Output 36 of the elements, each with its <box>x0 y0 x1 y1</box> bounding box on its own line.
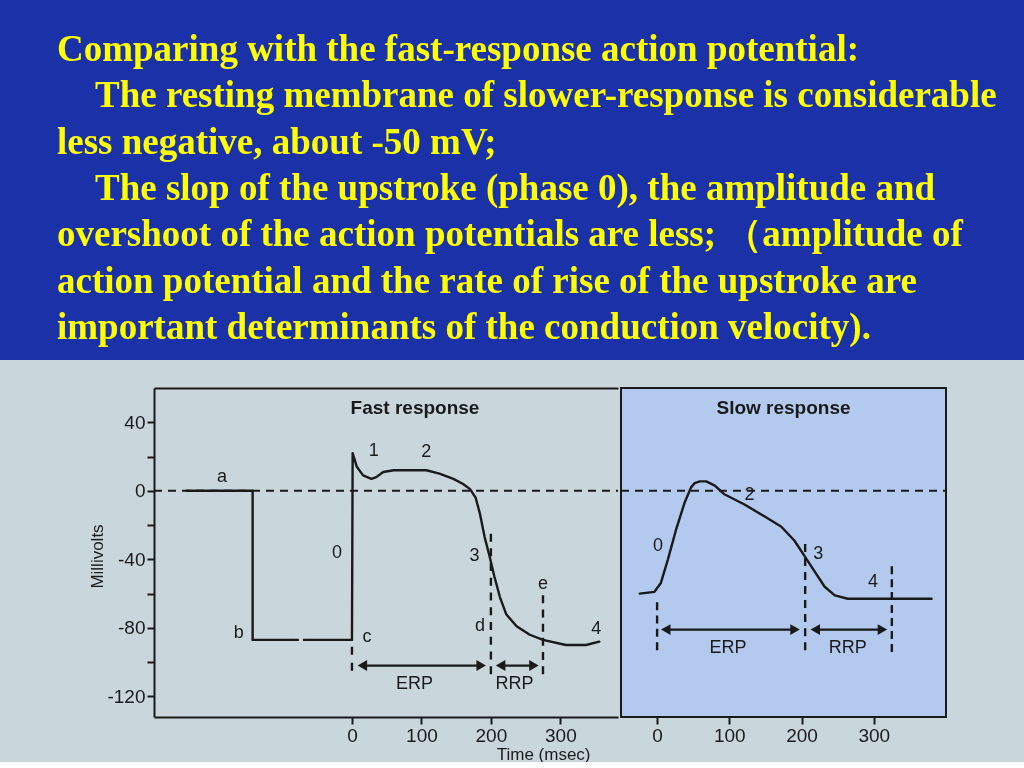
text: The slop of the upstroke (phase 0), the amplitude and overshoot of the action potentials are less; （amplitude of action potential and the rate of rise of the upstroke are important determinants of the conduction velocity). <box>57 166 964 348</box>
y-tick-label: -40 <box>118 548 146 570</box>
annotation: 1 <box>368 440 379 461</box>
annotation: e <box>537 573 548 594</box>
y-axis-title: Millivolts <box>87 524 107 589</box>
annotation: ERP <box>395 672 433 693</box>
x-tick-label: 0 <box>347 724 358 746</box>
x-tick-label: 100 <box>713 724 746 746</box>
annotation: RRP <box>495 672 534 693</box>
annotation: c <box>362 625 372 646</box>
text: Comparing with the fast-response action potential: <box>57 28 859 69</box>
x-tick-label: 0 <box>652 724 663 746</box>
annotation: 0 <box>331 541 342 562</box>
annotation: d <box>474 615 485 636</box>
annotation: 0 <box>652 535 663 556</box>
y-tick-label: -80 <box>118 617 146 639</box>
annotation: 4 <box>591 617 602 638</box>
chart-title: Fast response <box>350 397 480 418</box>
annotation: 3 <box>813 542 824 563</box>
x-tick-label: 200 <box>786 724 818 746</box>
annotation: a <box>217 465 229 486</box>
text: The resting membrane of slower-response is considerable less negative, about -50 mV; <box>57 74 997 162</box>
x-tick-label: 100 <box>406 724 438 746</box>
annotation: 3 <box>469 544 480 565</box>
text: Slow response <box>716 397 851 418</box>
y-tick-label: 40 <box>124 411 146 433</box>
x-tick-label: 200 <box>475 724 508 746</box>
annotation: RRP <box>828 636 867 657</box>
annotation: b <box>233 621 244 642</box>
annotation: ERP <box>709 636 747 657</box>
y-tick-label: 0 <box>134 480 146 502</box>
annotation: 2 <box>421 441 432 462</box>
annotation: 4 <box>868 570 879 591</box>
x-tick-label: 300 <box>545 724 577 746</box>
y-tick-label: -120 <box>107 685 146 707</box>
x-tick-label: 300 <box>858 724 891 746</box>
